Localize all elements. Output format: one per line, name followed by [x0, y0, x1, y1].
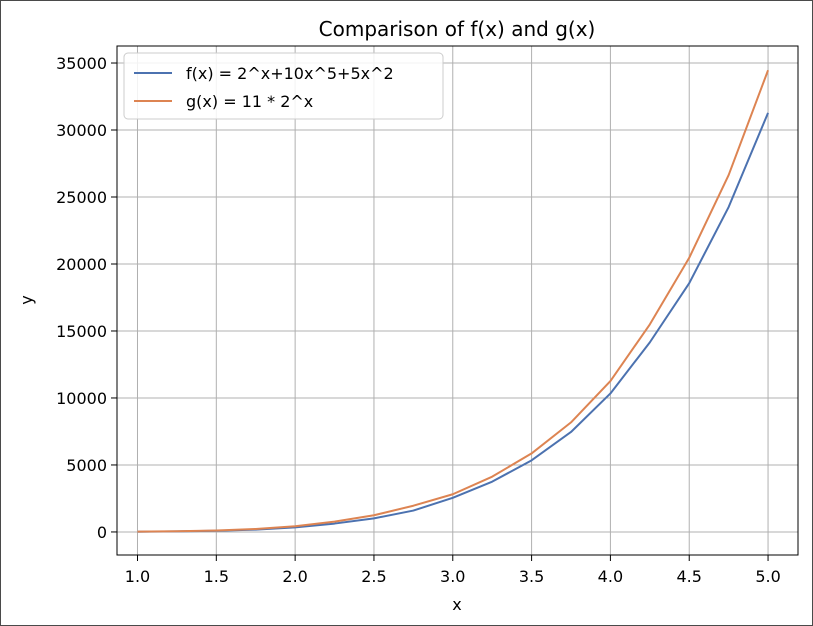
y-tick-label: 30000 [56, 121, 107, 140]
plot-area-border [116, 45, 799, 556]
x-axis-ticks: 1.0 1.5 2.0 2.5 3.0 3.5 4.0 4.5 5.0 [125, 555, 781, 586]
grid [117, 46, 798, 555]
x-tick-label: 5.0 [755, 567, 780, 586]
series-lines [137, 69, 769, 533]
legend: f(x) = 2^x+10x^5+5x^2 g(x) = 11 * 2^x [123, 52, 444, 120]
legend-box [123, 52, 444, 120]
y-tick-label: 20000 [56, 255, 107, 274]
y-axis-label: y [17, 295, 36, 304]
chart-title: Comparison of f(x) and g(x) [319, 17, 596, 41]
x-tick-label: 3.5 [519, 567, 544, 586]
legend-label-g: g(x) = 11 * 2^x [186, 92, 313, 111]
series-line-1 [137, 69, 769, 533]
y-tick-label: 0 [97, 523, 107, 542]
x-tick-label: 1.0 [125, 567, 150, 586]
x-tick-label: 1.5 [204, 567, 229, 586]
y-tick-label: 35000 [56, 54, 107, 73]
y-tick-label: 15000 [56, 322, 107, 341]
x-tick-label: 2.0 [282, 567, 307, 586]
x-axis-label: x [452, 595, 461, 614]
x-tick-label: 3.0 [440, 567, 465, 586]
y-tick-label: 10000 [56, 389, 107, 408]
y-tick-label: 5000 [66, 456, 107, 475]
x-tick-label: 4.5 [677, 567, 702, 586]
y-axis-ticks: 0 5000 10000 15000 20000 25000 30000 35000 [56, 54, 117, 542]
legend-label-f: f(x) = 2^x+10x^5+5x^2 [186, 64, 394, 83]
x-tick-label: 4.0 [598, 567, 623, 586]
x-tick-label: 2.5 [361, 567, 386, 586]
y-tick-label: 25000 [56, 188, 107, 207]
